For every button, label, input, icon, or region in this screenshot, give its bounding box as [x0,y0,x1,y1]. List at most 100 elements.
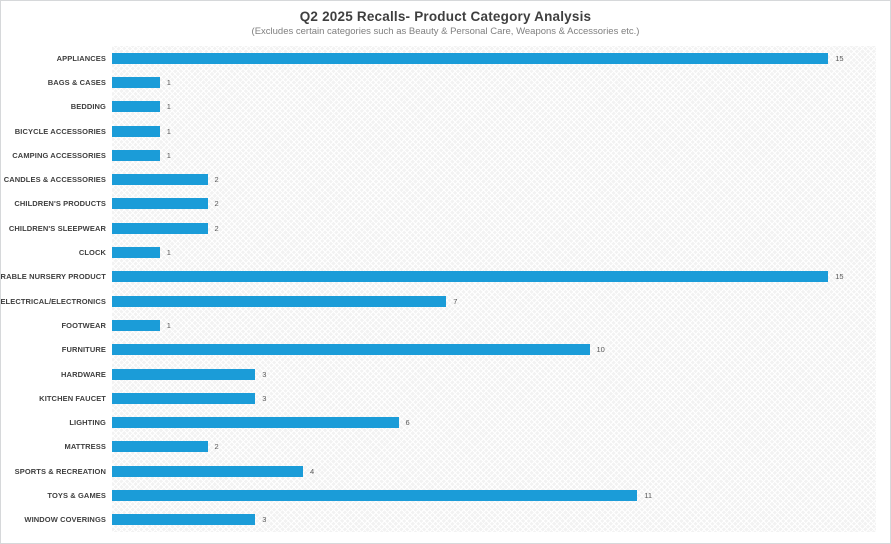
category-label: TOYS & GAMES [47,490,106,500]
bar-row: 6 [112,410,876,434]
axis-label-row: SPORTS & RECREATION [1,459,112,483]
bar-value-label: 15 [835,272,844,282]
category-label: APPLIANCES [56,53,106,63]
bar [112,319,160,331]
chart-header: Q2 2025 Recalls- Product Category Analys… [1,1,890,46]
bar [112,101,160,113]
category-label: CLOCK [78,248,106,258]
axis-label-row: CHILDREN'S SLEEPWEAR [1,216,112,240]
axis-label-row: HARDWARE [1,362,112,386]
bar-value-label: 11 [644,490,653,500]
axis-label-row: APPLIANCES [1,46,112,70]
bar [112,222,208,234]
bar-row: 1 [112,143,876,167]
axis-label-row: CANDLES & ACCESSORIES [1,167,112,191]
category-label: LIGHTING [69,418,106,428]
bar [112,174,208,186]
bar-value-label: 1 [166,77,171,87]
axis-label-row: CHILDREN'S PRODUCTS [1,192,112,216]
bar-value-label: 2 [214,175,219,185]
bar [112,271,829,283]
bar-row: 2 [112,216,876,240]
bar-row: 1 [112,70,876,94]
bar-value-label: 3 [262,515,267,525]
bar [112,247,160,259]
chart-subtitle: (Excludes certain categories such as Bea… [251,26,640,37]
bar-value-label: 1 [166,248,171,258]
category-label: ELECTRICAL/ELECTRONICS [0,296,106,306]
category-label: WINDOW COVERINGS [24,515,106,525]
axis-label-row: TOYS & GAMES [1,483,112,507]
category-label: FOOTWEAR [61,320,106,330]
bar [112,295,447,307]
axis-label-row: MATTRESS [1,435,112,459]
category-axis: APPLIANCES BAGS & CASES BEDDING BICYCLE … [0,46,112,532]
chart-title: Q2 2025 Recalls- Product Category Analys… [299,9,592,24]
bar [112,489,638,501]
category-label: BAGS & CASES [47,77,106,87]
chart-body: APPLIANCES BAGS & CASES BEDDING BICYCLE … [0,46,890,532]
axis-label-row: WINDOW COVERINGS [1,508,112,532]
bar-row: 11 [112,483,876,507]
bar-value-label: 10 [596,345,605,355]
category-label: KITCHEN FAUCET [39,393,106,403]
bar-row: 15 [112,265,876,289]
category-label: CHILDREN'S SLEEPWEAR [8,223,106,233]
axis-label-row: BEDDING [1,95,112,119]
axis-label-row: KITCHEN FAUCET [1,386,112,410]
bar-row: 3 [112,362,876,386]
category-label: BEDDING [70,102,106,112]
plot-area: 15 1 1 1 1 2 2 2 1 15 7 [112,46,876,532]
bar-row: 10 [112,338,876,362]
bar-row: 4 [112,459,876,483]
axis-label-row: BICYCLE ACCESSORIES [1,119,112,143]
bar-row: 2 [112,167,876,191]
axis-label-row: CAMPING ACCESSORIES [1,143,112,167]
axis-label-row: ELECTRICAL/ELECTRONICS [0,289,112,313]
category-label: BICYCLE ACCESSORIES [14,126,106,136]
bar-row: 1 [112,119,876,143]
bar-value-label: 2 [214,223,219,233]
bar [112,344,590,356]
bar-value-label: 3 [262,393,267,403]
bar-value-label: 4 [310,466,315,476]
bar-row: 1 [112,95,876,119]
category-label: FURNITURE [61,345,106,355]
bar-value-label: 15 [835,53,844,63]
axis-label-row: LIGHTING [1,410,112,434]
bar-value-label: 1 [166,150,171,160]
bar-value-label: 1 [166,102,171,112]
bar-row: 7 [112,289,876,313]
category-label: HARDWARE [61,369,106,379]
bar [112,149,160,161]
bar [112,125,160,137]
bar [112,514,256,526]
bar [112,465,303,477]
bar-value-label: 3 [262,369,267,379]
bar-value-label: 2 [214,442,219,452]
bar [112,417,399,429]
category-label: CANDLES & ACCESSORIES [3,175,106,185]
bar-row: 2 [112,435,876,459]
bar [112,392,256,404]
axis-label-row: DURABLE NURSERY PRODUCT [0,265,112,289]
bar-value-label: 1 [166,126,171,136]
bar [112,441,208,453]
bar-value-label: 7 [453,296,458,306]
bar-value-label: 6 [405,418,410,428]
bar-row: 15 [112,46,876,70]
bar-row: 1 [112,313,876,337]
bar-value-label: 2 [214,199,219,209]
bar [112,198,208,210]
bar-row: 1 [112,240,876,264]
axis-label-row: BAGS & CASES [1,70,112,94]
axis-label-row: FOOTWEAR [1,313,112,337]
category-label: DURABLE NURSERY PRODUCT [0,272,106,282]
bar-row: 2 [112,192,876,216]
bar-row: 3 [112,508,876,532]
category-label: SPORTS & RECREATION [14,466,106,476]
category-label: MATTRESS [64,442,106,452]
axis-label-row: FURNITURE [1,338,112,362]
category-label: CAMPING ACCESSORIES [12,150,106,160]
